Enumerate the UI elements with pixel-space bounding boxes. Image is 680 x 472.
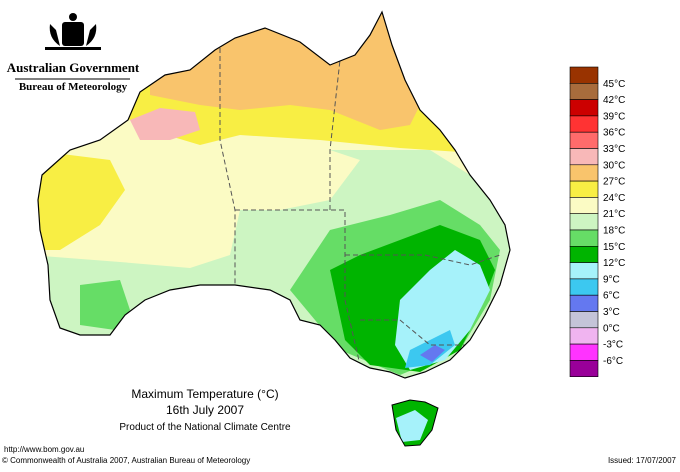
legend-swatch (569, 66, 599, 84)
legend-label: 36°C (603, 128, 625, 139)
legend-label: -6°C (603, 356, 623, 367)
legend-swatch (569, 262, 599, 280)
tasmania-coast (391, 399, 439, 447)
legend-swatch (569, 180, 599, 198)
legend-label: 6°C (603, 291, 620, 302)
coat-of-arms (45, 13, 101, 50)
footer-copyright: © Commonwealth of Australia 2007, Austra… (2, 456, 250, 465)
region (420, 345, 445, 362)
legend-label: 39°C (603, 111, 625, 122)
legend-label: -3°C (603, 340, 623, 351)
legend-swatch (569, 197, 599, 214)
legend-label: 30°C (603, 160, 625, 171)
tasmania (392, 400, 438, 446)
state-borders (219, 40, 501, 366)
legend-swatch (569, 229, 599, 247)
legend-swatch (569, 360, 599, 377)
legend-label: 33°C (603, 144, 625, 155)
region (396, 410, 428, 442)
region (130, 108, 200, 140)
legend-label: 45°C (603, 79, 625, 90)
legend-label: 21°C (603, 209, 625, 220)
footer-url: http://www.bom.gov.au (4, 445, 84, 454)
legend-swatch (569, 164, 599, 182)
region (395, 250, 490, 370)
legend-label: 12°C (603, 258, 625, 269)
caption-note: Product of the National Climate Centre (119, 422, 291, 433)
legend-swatch (569, 115, 599, 133)
caption-title: Maximum Temperature (°C) (131, 387, 278, 401)
legend-swatch (569, 343, 599, 361)
legend-label: 27°C (603, 177, 625, 188)
legend-swatch (569, 311, 599, 329)
legend-swatch (569, 213, 599, 231)
legend-label: 18°C (603, 226, 625, 237)
caption-date: 16th July 2007 (166, 403, 244, 417)
footer-issued: Issued: 17/07/2007 (608, 456, 677, 465)
legend-swatch (569, 99, 599, 117)
legend: 45°C 42°C 39°C 36°C 33°C 30°C 27°C 24°C 21°C 18°C… (569, 66, 625, 377)
legend-label: 15°C (603, 242, 625, 253)
legend-swatch (569, 131, 599, 149)
legend-label: 9°C (603, 274, 620, 285)
legend-label: 0°C (603, 323, 620, 334)
legend-swatch (569, 327, 599, 345)
legend-swatch (569, 246, 599, 263)
legend-swatch (569, 83, 599, 100)
header-title: Australian Government (7, 60, 140, 75)
legend-swatch (569, 294, 599, 312)
legend-swatch (569, 278, 599, 296)
legend-label: 3°C (603, 307, 620, 318)
legend-swatch (569, 148, 599, 166)
header-subtitle: Bureau of Meteorology (19, 81, 128, 93)
legend-label: 42°C (603, 95, 625, 106)
legend-label: 24°C (603, 193, 625, 204)
